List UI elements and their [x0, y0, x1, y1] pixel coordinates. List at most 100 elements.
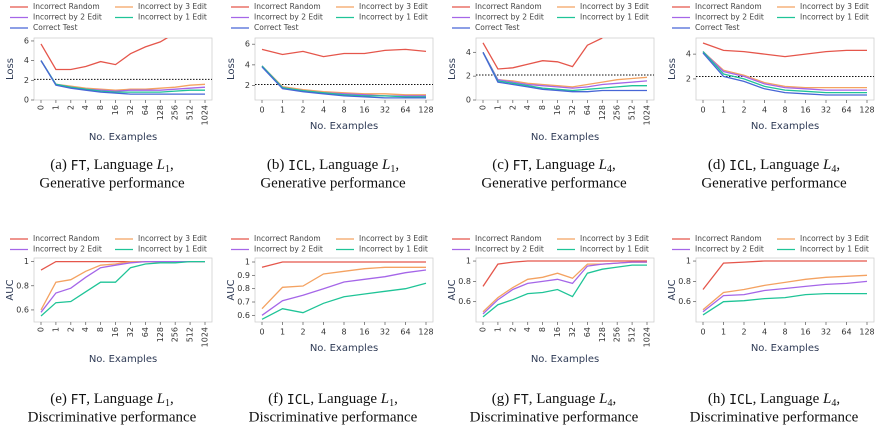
y-tick-label: 0.6: [678, 297, 691, 306]
caption-part: ,: [612, 391, 616, 407]
x-axis-label: No. Examples: [310, 121, 378, 132]
y-tick-label: 0.6: [237, 311, 250, 320]
legend-label: Incorrect by 1 Edit: [359, 13, 428, 22]
y-tick-label: 0.7: [237, 298, 250, 307]
caption-part: L: [822, 391, 831, 407]
legend-label: Correct Test: [695, 23, 740, 32]
x-tick-label: 128: [156, 327, 165, 342]
y-axis-label: AUC: [5, 279, 16, 300]
caption-line: Discriminative performance: [249, 409, 418, 425]
y-tick-label: 1: [466, 257, 471, 266]
plot-area: [482, 260, 647, 318]
legend-label: Incorrect Random: [695, 234, 762, 243]
caption-line: (g) FT, Language L4,: [492, 391, 616, 409]
panel: Incorrect Random Incorrect by 3 Edit Incor…: [447, 2, 655, 191]
caption-part: 1: [165, 398, 170, 409]
x-tick-label: 64: [141, 105, 150, 115]
caption-line: Discriminative performance: [28, 409, 197, 425]
caption-line: (b) ICL, Language L1,: [267, 157, 399, 175]
legend-label: Incorrect by 2 Edit: [33, 245, 102, 254]
x-tick-label: 1: [721, 328, 726, 337]
x-tick-label: 64: [583, 327, 592, 337]
series-line: [482, 38, 603, 70]
x-axis-label: No. Examples: [751, 343, 819, 354]
series-line: [482, 260, 647, 287]
legend-label: Incorrect Random: [475, 2, 542, 11]
legend-label: Incorrect by 2 Edit: [695, 245, 764, 254]
caption-part: 1: [390, 164, 395, 175]
caption-line: (h) ICL, Language L4,: [708, 391, 840, 409]
legend-label: Incorrect by 1 Edit: [580, 13, 649, 22]
caption-part: ,: [395, 157, 399, 173]
x-tick-label: 2: [300, 328, 305, 337]
caption-line: Generative performance: [260, 175, 406, 191]
plot-frame: [254, 37, 434, 101]
series-line: [702, 260, 867, 290]
panel: Incorrect Random Incorrect by 3 Edit Incor…: [226, 234, 434, 425]
panel: Incorrect Random Incorrect by 3 Edit Incor…: [667, 2, 875, 191]
series-line: [482, 51, 647, 92]
x-tick-label: 32: [821, 328, 831, 337]
y-tick-label: 0.6: [458, 297, 471, 306]
series-line: [702, 274, 868, 311]
plot-frame: [695, 257, 875, 323]
caption-part: L: [598, 157, 607, 173]
x-tick-label: 4: [321, 106, 326, 115]
legend-label: Incorrect by 1 Edit: [359, 245, 428, 254]
caption-part: ,: [612, 157, 616, 173]
x-tick-label: 256: [613, 327, 622, 342]
x-tick-label: 32: [568, 327, 577, 337]
plot-frame: [475, 257, 655, 323]
caption-part: , Language: [529, 391, 599, 407]
x-tick-label: 0: [37, 105, 46, 110]
series-line: [482, 264, 647, 318]
caption-part: ICL: [287, 393, 311, 408]
x-tick-label: 512: [186, 105, 195, 120]
x-axis-label: No. Examples: [531, 132, 599, 143]
caption-line: Generative performance: [701, 175, 847, 191]
y-tick-label: 4: [466, 48, 471, 57]
legend-label: Incorrect Random: [33, 2, 100, 11]
legend-label: Incorrect Random: [254, 2, 321, 11]
caption-part: (a): [50, 157, 70, 173]
x-tick-label: 2: [66, 327, 75, 332]
x-tick-label: 64: [841, 328, 851, 337]
y-tick-label: 4: [245, 60, 250, 69]
x-tick-label: 1: [493, 327, 502, 332]
y-tick-label: 1: [24, 257, 29, 266]
x-tick-label: 0: [259, 106, 264, 115]
legend-label: Incorrect by 3 Edit: [800, 2, 869, 11]
y-axis-label: Loss: [226, 58, 237, 80]
x-tick-label: 1: [280, 328, 285, 337]
y-tick-label: 0.6: [16, 305, 29, 314]
series-line: [702, 292, 867, 316]
legend-label: Incorrect Random: [254, 234, 321, 243]
caption-part: L: [156, 391, 165, 407]
legend-label: Incorrect by 3 Edit: [580, 2, 649, 11]
panel: Incorrect Random Incorrect by 3 Edit Incor…: [5, 2, 213, 191]
x-tick-label: 64: [400, 328, 410, 337]
x-tick-label: 128: [156, 105, 165, 120]
plot-area: [696, 42, 874, 96]
x-tick-label: 4: [523, 327, 532, 332]
x-tick-label: 8: [341, 106, 346, 115]
legend-label: Incorrect by 1 Edit: [800, 13, 869, 22]
x-tick-label: 2: [66, 105, 75, 110]
y-axis-label: Loss: [667, 58, 678, 80]
y-tick-label: 4: [686, 50, 691, 59]
legend-label: Incorrect by 2 Edit: [254, 245, 323, 254]
y-tick-label: 2: [245, 81, 250, 90]
x-tick-label: 2: [300, 106, 305, 115]
y-axis-label: Loss: [5, 58, 16, 80]
caption-part: ICL: [729, 159, 753, 174]
x-tick-label: 16: [800, 328, 810, 337]
y-tick-label: 0.8: [458, 277, 471, 286]
x-tick-label: 8: [782, 106, 787, 115]
legend-label: Incorrect by 3 Edit: [138, 234, 207, 243]
y-tick-label: 4: [24, 56, 29, 65]
caption-part: , Language: [86, 157, 156, 173]
caption-part: (d): [708, 157, 729, 173]
legend-label: Incorrect Random: [33, 234, 100, 243]
series-line: [482, 51, 648, 88]
legend-label: Correct Test: [254, 23, 299, 32]
